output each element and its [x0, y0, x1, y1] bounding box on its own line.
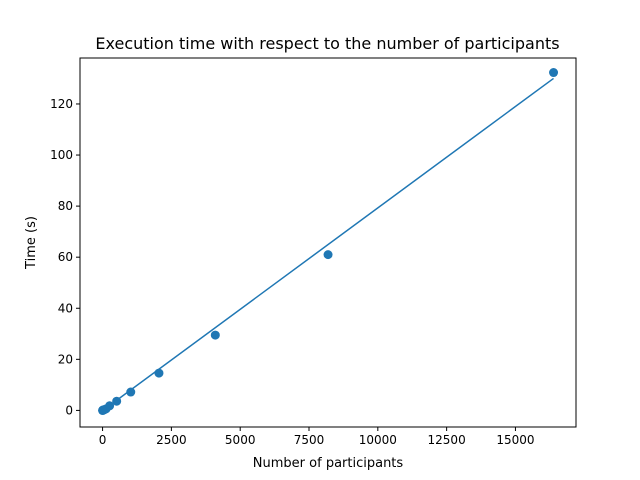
y-tick-label: 40 — [58, 301, 73, 315]
data-point — [323, 250, 333, 260]
y-tick-label: 100 — [50, 148, 73, 162]
chart-title: Execution time with respect to the numbe… — [95, 34, 559, 53]
x-tick-label: 15000 — [496, 433, 534, 447]
y-tick-label: 60 — [58, 250, 73, 264]
data-point — [105, 401, 115, 411]
x-tick-label: 5000 — [225, 433, 256, 447]
x-tick-label: 2500 — [156, 433, 187, 447]
x-tick-label: 10000 — [359, 433, 397, 447]
y-tick-label: 20 — [58, 352, 73, 366]
x-tick-label: 12500 — [428, 433, 466, 447]
data-point — [126, 387, 136, 397]
x-tick-label: 7500 — [294, 433, 325, 447]
data-point — [154, 368, 164, 378]
x-axis-ticks: 0 2500 5000 7500 10000 12500 15000 — [99, 427, 535, 447]
x-tick-label: 0 — [99, 433, 107, 447]
data-point — [210, 330, 220, 340]
y-tick-label: 0 — [65, 403, 73, 417]
y-tick-label: 80 — [58, 199, 73, 213]
x-axis-label: Number of participants — [253, 456, 404, 471]
y-axis-ticks: 0 20 40 60 80 100 120 — [50, 97, 80, 417]
data-point — [549, 68, 559, 78]
y-axis-label: Time (s) — [24, 216, 39, 270]
series-layer — [98, 68, 559, 415]
plot-area-frame — [79, 57, 577, 428]
data-point — [112, 396, 122, 406]
y-tick-label: 120 — [50, 97, 73, 111]
fit-line — [102, 77, 554, 412]
